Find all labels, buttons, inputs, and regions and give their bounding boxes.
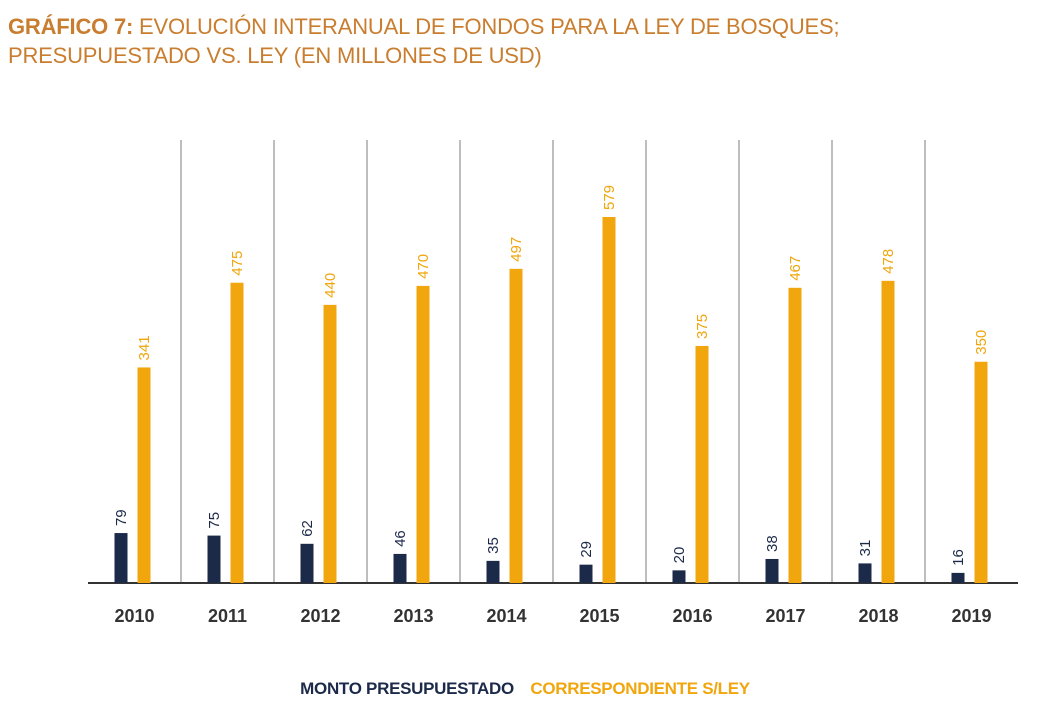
bar-monto-presupuestado xyxy=(114,533,128,583)
data-label-monto: 35 xyxy=(485,537,502,554)
chart-title-line2: PRESUPUESTADO VS. LEY (EN MILLONES DE US… xyxy=(8,43,542,68)
x-tick-label: 2014 xyxy=(486,606,526,626)
x-tick-label: 2018 xyxy=(858,606,898,626)
data-label-ley: 341 xyxy=(136,335,153,360)
bar-monto-presupuestado xyxy=(672,570,686,583)
data-label-monto: 62 xyxy=(299,520,316,537)
x-tick-label: 2017 xyxy=(765,606,805,626)
chart-title: GRÁFICO 7: EVOLUCIÓN INTERANUAL DE FONDO… xyxy=(8,12,1038,70)
bar-monto-presupuestado xyxy=(951,572,965,583)
chart-legend: MONTO PRESUPUESTADO CORRESPONDIENTE S/LE… xyxy=(0,679,1050,699)
data-label-ley: 579 xyxy=(601,185,618,210)
data-label-ley: 478 xyxy=(880,249,897,274)
data-label-ley: 375 xyxy=(694,314,711,339)
legend-monto-presupuestado: MONTO PRESUPUESTADO xyxy=(300,679,514,698)
bar-correspondiente-ley xyxy=(416,285,430,583)
x-tick-label: 2013 xyxy=(393,606,433,626)
data-label-ley: 440 xyxy=(322,273,339,298)
data-label-monto: 31 xyxy=(857,540,874,557)
bar-correspondiente-ley xyxy=(602,217,616,583)
data-label-ley: 470 xyxy=(415,254,432,279)
data-label-monto: 38 xyxy=(764,535,781,552)
bar-monto-presupuestado xyxy=(486,560,500,583)
bar-correspondiente-ley xyxy=(509,268,523,583)
data-label-monto: 46 xyxy=(392,530,409,547)
bar-correspondiente-ley xyxy=(974,361,988,583)
bar-monto-presupuestado xyxy=(858,563,872,583)
data-label-ley: 467 xyxy=(787,256,804,281)
bar-correspondiente-ley xyxy=(788,287,802,583)
bar-monto-presupuestado xyxy=(765,558,779,583)
bar-correspondiente-ley xyxy=(230,282,244,583)
bar-monto-presupuestado xyxy=(300,543,314,583)
x-tick-label: 2010 xyxy=(114,606,154,626)
legend-correspondiente-ley: CORRESPONDIENTE S/LEY xyxy=(530,679,750,698)
bar-correspondiente-ley xyxy=(323,304,337,583)
data-label-monto: 79 xyxy=(113,509,130,526)
data-label-monto: 20 xyxy=(671,547,688,564)
data-label-monto: 29 xyxy=(578,541,595,558)
data-label-ley: 350 xyxy=(973,330,990,355)
bar-correspondiente-ley xyxy=(695,345,709,583)
x-tick-label: 2019 xyxy=(951,606,991,626)
bar-monto-presupuestado xyxy=(579,564,593,583)
bar-monto-presupuestado xyxy=(393,553,407,583)
x-tick-label: 2011 xyxy=(208,606,247,626)
data-label-ley: 497 xyxy=(508,237,525,262)
x-tick-label: 2015 xyxy=(579,606,619,626)
x-tick-label: 2012 xyxy=(300,606,340,626)
chart-title-line1: EVOLUCIÓN INTERANUAL DE FONDOS PARA LA L… xyxy=(139,14,840,39)
x-tick-label: 2016 xyxy=(672,606,712,626)
data-label-monto: 16 xyxy=(950,549,967,566)
bar-monto-presupuestado xyxy=(207,535,221,583)
chart-title-label: GRÁFICO 7: xyxy=(8,14,134,39)
bar-correspondiente-ley xyxy=(137,367,151,583)
data-label-ley: 475 xyxy=(229,251,246,276)
bar-correspondiente-ley xyxy=(881,280,895,583)
data-label-monto: 75 xyxy=(206,512,223,529)
